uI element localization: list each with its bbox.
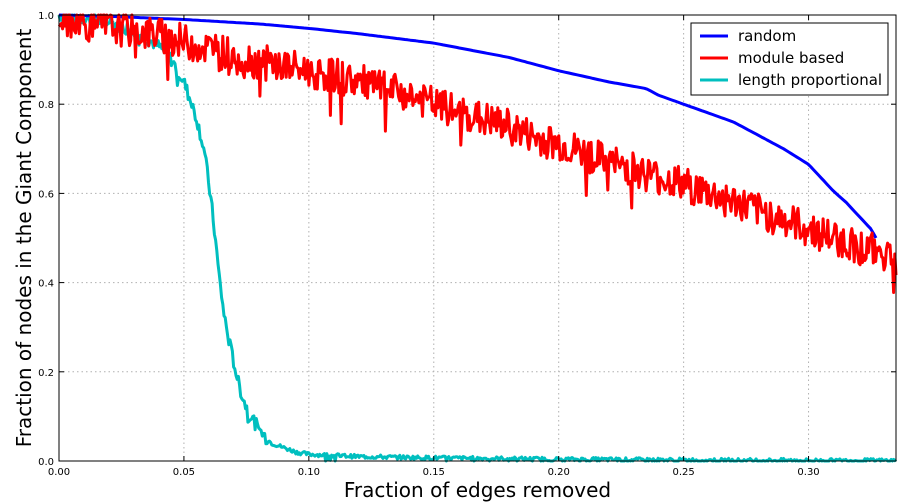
x-tick-label: 0.00 [48, 467, 70, 478]
y-tick-label: 0.0 [38, 457, 54, 468]
series-module-based-line [57, 13, 898, 294]
legend-label-module-based: module based [738, 49, 844, 67]
x-tick-label: 0.20 [548, 467, 570, 478]
x-tick-label: 0.15 [423, 467, 445, 478]
series-layer [57, 13, 898, 463]
y-tick-label: 0.6 [38, 189, 54, 200]
x-axis-label: Fraction of edges removed [344, 478, 611, 502]
y-tick-label: 1.0 [38, 11, 54, 22]
x-tick-label: 0.25 [672, 467, 694, 478]
series-length-proportional-line [57, 13, 898, 463]
legend-label-length-proportional: length proportional [738, 71, 882, 89]
legend: random module based length proportional [690, 22, 889, 96]
y-axis-label: Fraction of nodes in the Giant Component [12, 29, 36, 448]
x-tick-label: 0.10 [298, 467, 320, 478]
x-tick-label: 0.30 [797, 467, 819, 478]
y-tick-label: 0.8 [38, 100, 54, 111]
x-tick-label: 0.05 [173, 467, 195, 478]
y-tick-label: 0.2 [38, 368, 54, 379]
series-random-line [58, 13, 878, 239]
y-tick-label: 0.4 [38, 279, 54, 290]
legend-label-random: random [738, 27, 796, 45]
ticks: 0.00 0.05 0.10 0.15 0.20 0.25 0.30 0.0 0.2 0.4 0.6… [38, 11, 896, 478]
plot-frame [58, 14, 897, 462]
